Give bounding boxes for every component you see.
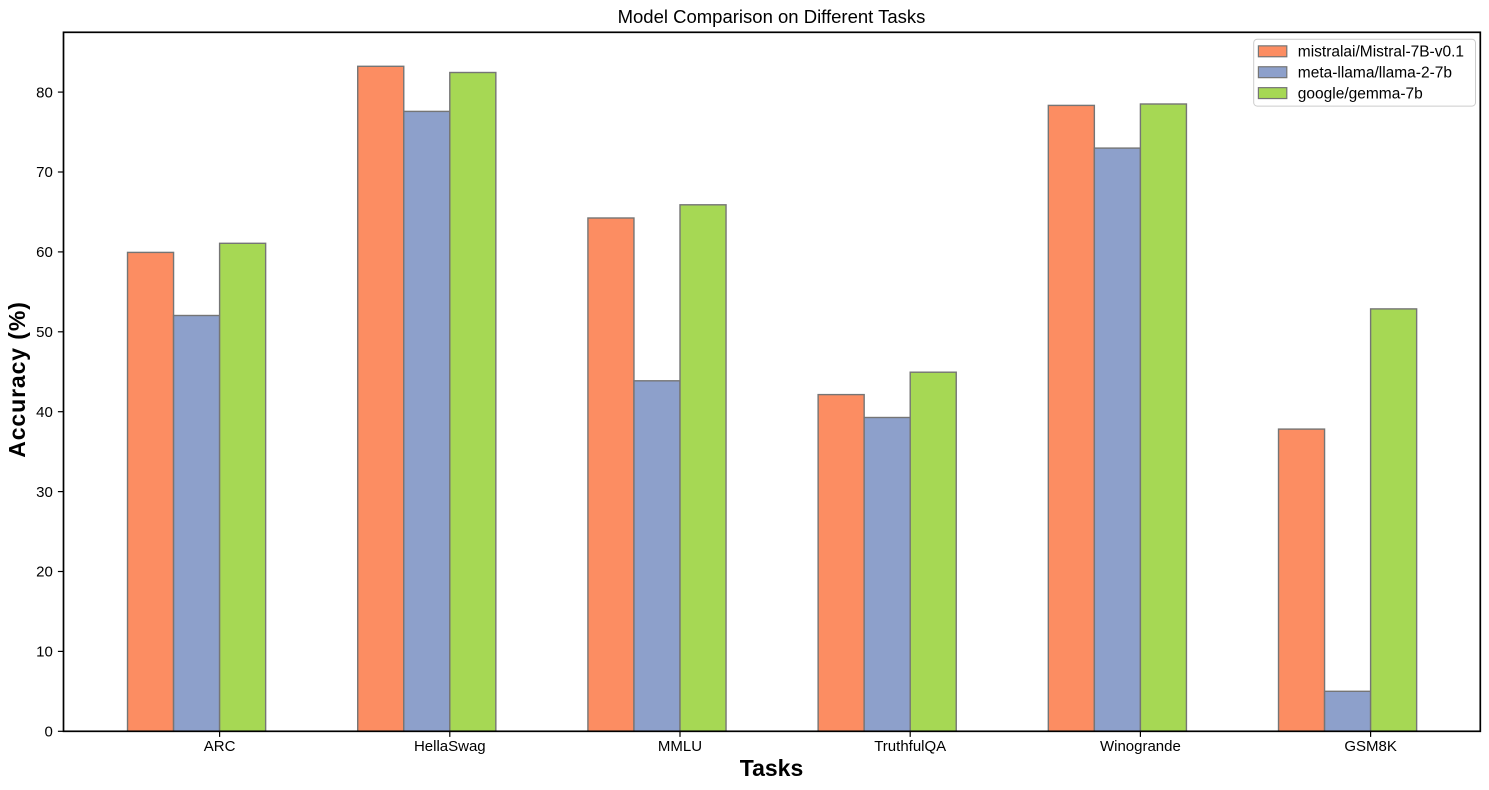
svg-text:Model Comparison on Different: Model Comparison on Different Tasks	[618, 6, 926, 27]
svg-text:MMLU: MMLU	[658, 738, 702, 755]
svg-text:google/gemma-7b: google/gemma-7b	[1298, 86, 1423, 103]
svg-text:60: 60	[36, 244, 53, 261]
svg-text:HellaSwag: HellaSwag	[414, 738, 486, 755]
svg-text:mistralai/Mistral-7B-v0.1: mistralai/Mistral-7B-v0.1	[1298, 44, 1464, 61]
svg-text:Accuracy (%): Accuracy (%)	[4, 301, 30, 458]
svg-text:30: 30	[36, 484, 53, 501]
svg-text:40: 40	[36, 404, 53, 421]
svg-text:meta-llama/llama-2-7b: meta-llama/llama-2-7b	[1298, 65, 1452, 82]
svg-text:TruthfulQA: TruthfulQA	[874, 738, 946, 755]
svg-text:GSM8K: GSM8K	[1344, 738, 1397, 755]
svg-text:80: 80	[36, 84, 53, 101]
svg-text:0: 0	[44, 724, 52, 741]
svg-text:50: 50	[36, 324, 53, 341]
svg-text:10: 10	[36, 644, 53, 661]
svg-text:20: 20	[36, 564, 53, 581]
svg-text:ARC: ARC	[204, 738, 236, 755]
svg-text:Winogrande: Winogrande	[1100, 738, 1181, 755]
svg-text:Tasks: Tasks	[740, 755, 804, 781]
svg-text:70: 70	[36, 164, 53, 181]
